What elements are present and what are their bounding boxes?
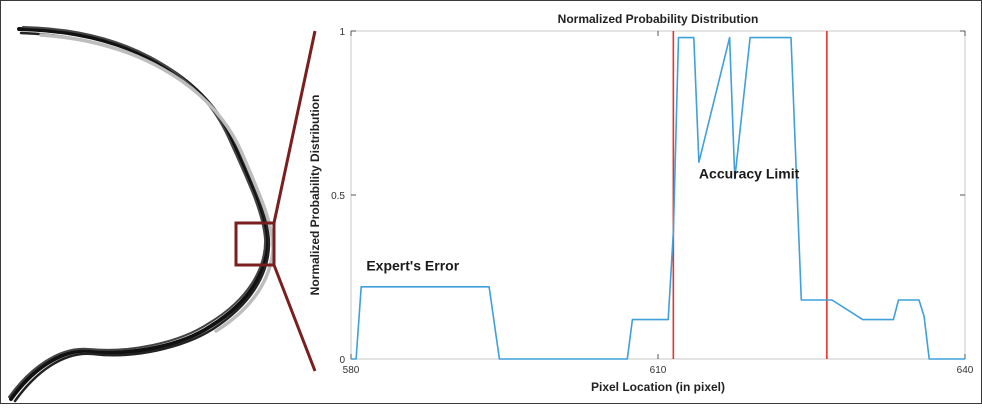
annotations: Expert's Error Accuracy Limit xyxy=(366,166,799,274)
y-axis-label: Normalized Probability Distribution xyxy=(308,95,322,296)
probability-series-line xyxy=(351,36,965,360)
y-tick-label: 0.5 xyxy=(331,191,345,202)
y-tick-label: 1 xyxy=(339,27,345,38)
x-tick-label: 640 xyxy=(957,365,974,376)
annotation-label: Expert's Error xyxy=(366,257,459,273)
x-tick-label: 610 xyxy=(650,365,667,376)
contour-line-2 xyxy=(13,31,271,403)
contour-inset xyxy=(8,26,317,403)
series-group xyxy=(351,36,965,360)
plot-frame xyxy=(350,30,966,360)
reference-lines xyxy=(672,31,828,359)
contour-line-gray xyxy=(39,33,275,333)
contour-line-1 xyxy=(9,27,270,401)
chart-title: Normalized Probability Distribution xyxy=(558,12,759,26)
y-tick-label: 0 xyxy=(339,355,345,366)
contour-lines xyxy=(8,26,275,403)
zoom-box xyxy=(234,221,276,267)
x-axis-label: Pixel Location (in pixel) xyxy=(591,380,725,394)
x-tick-label: 580 xyxy=(343,365,360,376)
annotation-label: Accuracy Limit xyxy=(699,166,800,182)
zoom-line-top xyxy=(272,30,317,224)
plot-area: 580 610 640 0 0.5 1 Expert's Error Accuracy Li… xyxy=(308,12,974,394)
zoom-line-bottom xyxy=(272,264,317,372)
contour-line-3 xyxy=(8,26,267,398)
